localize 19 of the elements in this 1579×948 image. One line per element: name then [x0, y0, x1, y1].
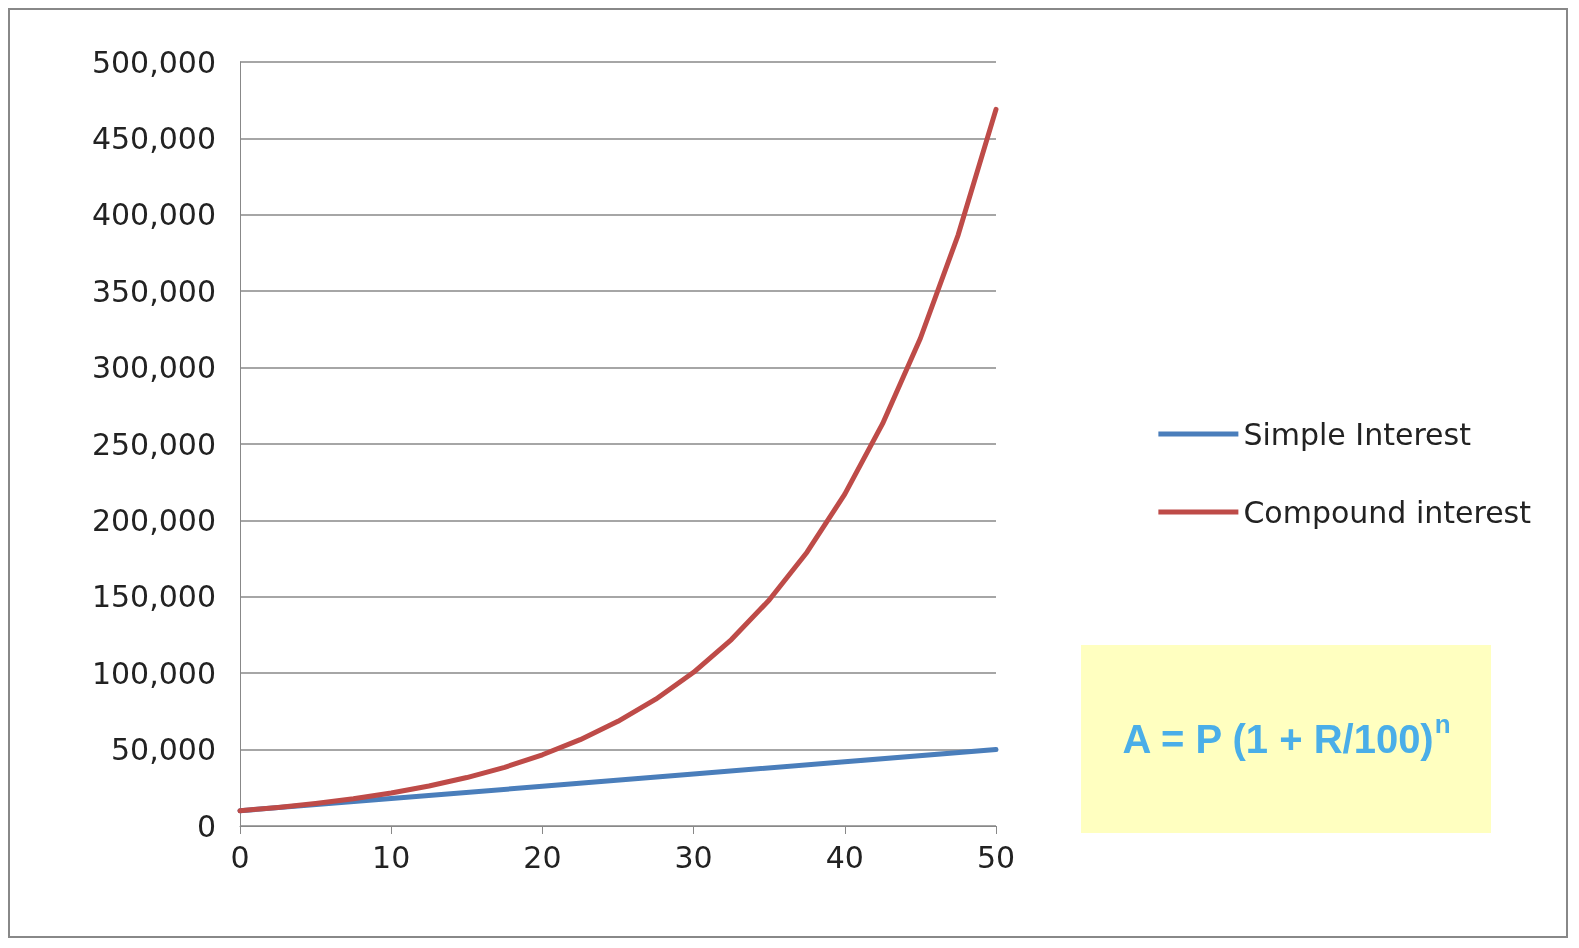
y-tick-label: 0	[196, 808, 216, 844]
x-tick-label: 20	[523, 839, 562, 875]
legend-label: Simple Interest	[1243, 416, 1472, 452]
y-tick-label: 400,000	[91, 197, 216, 233]
y-tick-label: 350,000	[91, 273, 216, 309]
x-tick-label: 30	[674, 839, 713, 875]
y-tick-label: 500,000	[91, 44, 216, 80]
y-tick-label: 100,000	[91, 655, 216, 691]
y-tick-label: 300,000	[91, 350, 216, 386]
y-tick-label: 50,000	[111, 732, 216, 768]
y-tick-label: 250,000	[91, 426, 216, 462]
legend-label: Compound interest	[1243, 494, 1532, 530]
x-tick-label: 10	[372, 839, 411, 875]
x-tick-label: 0	[230, 839, 250, 875]
y-tick-label: 150,000	[91, 579, 216, 615]
y-tick-label: 200,000	[91, 502, 216, 538]
x-tick-label: 40	[825, 839, 864, 875]
y-tick-label: 450,000	[91, 120, 216, 156]
x-tick-label: 50	[976, 839, 1016, 875]
